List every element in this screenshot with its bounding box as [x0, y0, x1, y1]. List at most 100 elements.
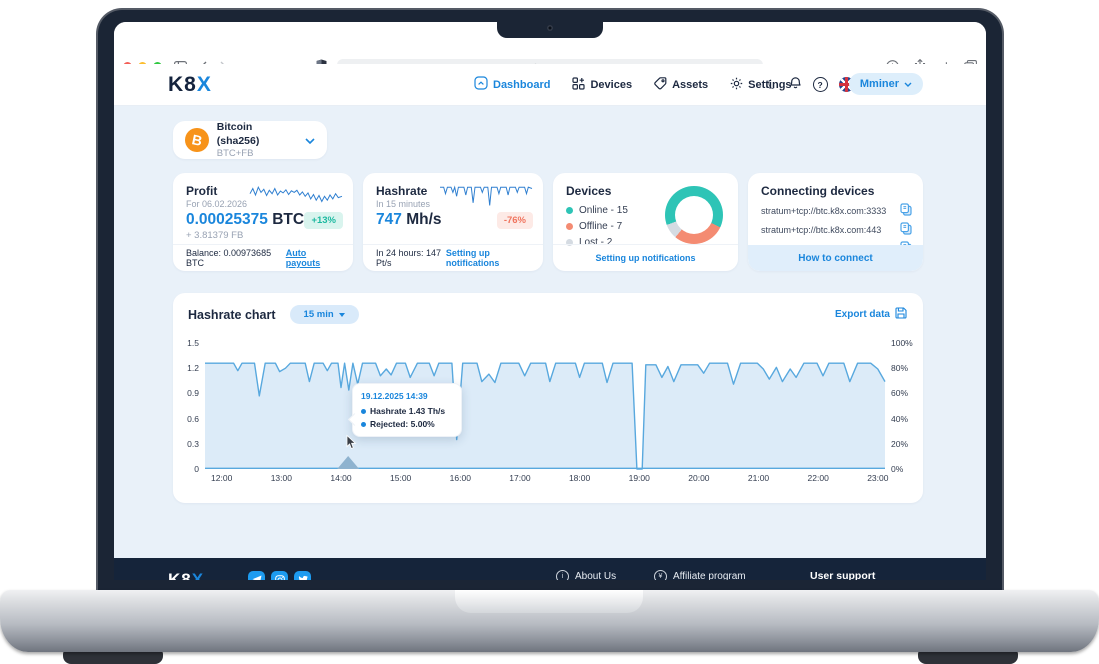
y-tick-label: 0.6: [187, 413, 199, 424]
instagram-icon[interactable]: [271, 571, 288, 580]
stratum-url-row: stratum+tcp://btc.k8x.com:443: [761, 222, 912, 237]
stratum-url-row: stratum+tcp://btc.k8x.com:3333: [761, 203, 912, 218]
coin-selector[interactable]: B Bitcoin (sha256) BTC+FB: [173, 121, 327, 159]
devices-card: Devices Online - 15 Offline - 7 Lost - 2…: [553, 173, 738, 271]
hashrate-subtitle: In 15 minutes: [376, 199, 431, 209]
y-axis-left: 1.5 1.2 0.9 0.6 0.3 0: [173, 338, 199, 474]
telegram-icon[interactable]: [248, 571, 265, 580]
x-tick-label: 12:00: [211, 473, 233, 483]
laptop-foot-right: [918, 650, 1018, 664]
legend-item-lost: Lost - 2: [566, 237, 628, 248]
time-range-dropdown[interactable]: 15 min: [289, 305, 359, 324]
user-menu[interactable]: Mminer: [848, 73, 923, 95]
stats-row: Profit For 06.02.2026 0.00025375 BTC +13…: [173, 173, 923, 271]
online-dot: [566, 207, 573, 214]
bitcoin-icon: B: [185, 128, 209, 152]
x-tick-label: 14:00: [330, 473, 352, 483]
x-tick-label: 15:00: [390, 473, 412, 483]
x-tick-label: 20:00: [688, 473, 710, 483]
dot-icon: [361, 421, 366, 427]
lid-groove: [455, 590, 643, 613]
how-to-connect-button[interactable]: How to connect: [748, 245, 923, 271]
nav-item-assets[interactable]: Assets: [654, 76, 708, 93]
hashrate-24h-label: In 24 hours: 147 Pt/s: [376, 248, 442, 268]
coin-sub: BTC+FB: [216, 147, 254, 159]
nav-item-dashboard[interactable]: Dashboard: [474, 76, 550, 93]
legend-item-online: Online - 15: [566, 205, 628, 216]
webcam-icon: [547, 25, 553, 31]
save-disk-icon: [895, 307, 907, 322]
about-us-link[interactable]: i About Us: [556, 570, 616, 580]
profit-subtitle: For 06.02.2026: [186, 199, 248, 209]
devices-icon: [572, 76, 586, 93]
profit-card: Profit For 06.02.2026 0.00025375 BTC +13…: [173, 173, 353, 271]
nav-item-devices[interactable]: Devices: [572, 76, 632, 93]
footer-logo[interactable]: K8X: [168, 570, 205, 580]
notifications-bell-icon[interactable]: [789, 75, 802, 94]
export-data-button[interactable]: Export data: [835, 307, 907, 322]
profit-change-badge: +13%: [304, 212, 343, 229]
balance-label: Balance: 0.00973685 BTC: [186, 248, 272, 268]
help-icon[interactable]: ?: [812, 77, 828, 92]
affiliate-program-link[interactable]: ¥ Affiliate program: [654, 570, 746, 580]
event-marker-triangle: [337, 456, 360, 469]
y-tick-label: 60%: [891, 388, 909, 399]
hashrate-chart-card: Hashrate chart 15 min Export data 1.5 1.2…: [173, 293, 923, 503]
chevron-down-icon: [904, 82, 912, 87]
legend-item-offline: Offline - 7: [566, 221, 628, 232]
nav-item-settings[interactable]: Settings: [730, 77, 792, 93]
x-tick-label: 22:00: [807, 473, 829, 483]
dashboard-page: B Bitcoin (sha256) BTC+FB Profit For 06.…: [114, 106, 986, 558]
tooltip-hashrate: Hashrate 1.43 Th/s: [361, 406, 453, 416]
profit-title: Profit: [186, 184, 218, 198]
coin-name: Bitcoin (sha256): [216, 121, 260, 147]
dashboard-icon: [474, 76, 488, 93]
area-chart-svg: [205, 362, 886, 470]
connecting-title: Connecting devices: [761, 184, 875, 198]
hashrate-change-badge: -76%: [496, 212, 533, 229]
x-axis: 12:00 13:00 14:00 15:00 16:00 17:00 18:00 19:00…: [205, 473, 889, 485]
chart-tooltip: 19.12.2025 14:39 Hashrate 1.43 Th/s Reje…: [352, 383, 462, 437]
x-tick-label: 23:00: [867, 473, 889, 483]
hashrate-card: Hashrate In 15 minutes 747 Mh/s -76% In …: [363, 173, 543, 271]
dot-icon: [361, 408, 366, 414]
twitter-icon[interactable]: [294, 571, 311, 580]
footer-links-col2: ¥Affiliate program =Terms of Use: [654, 558, 746, 580]
affiliate-icon: ¥: [654, 570, 667, 580]
x-tick-label: 13:00: [270, 473, 292, 483]
hashrate-area-chart[interactable]: 19.12.2025 14:39 Hashrate 1.43 Th/s Reje…: [205, 343, 886, 470]
y-tick-label: 0.9: [187, 388, 199, 399]
site-logo[interactable]: K8X: [168, 73, 212, 96]
y-tick-label: 100%: [891, 338, 913, 348]
theme-moon-icon[interactable]: ☾: [763, 74, 780, 94]
site-header: K8X Dashboard Devices Assets: [114, 64, 986, 106]
devices-donut-chart: [665, 186, 723, 244]
y-tick-label: 1.5: [187, 338, 199, 348]
laptop-screen: k4x.ru + K8X: [96, 8, 1004, 590]
y-tick-label: 1.2: [187, 363, 199, 374]
auto-payouts-link[interactable]: Auto payouts: [285, 248, 321, 268]
mouse-cursor-icon: [346, 434, 357, 455]
footer-support-col: User support teleg: @k8x_support: [810, 558, 902, 580]
connecting-devices-card: Connecting devices stratum+tcp://btc.k8x…: [748, 173, 923, 271]
y-tick-label: 40%: [891, 413, 909, 424]
assets-tag-icon: [654, 76, 667, 93]
y-tick-label: 0.3: [187, 438, 199, 449]
hashrate-sparkline: [440, 185, 533, 206]
profit-sparkline: [249, 185, 343, 203]
hashrate-notifications-link[interactable]: Setting up notifications: [445, 248, 500, 268]
camera-notch: [497, 20, 603, 38]
laptop-base: [0, 590, 1099, 652]
devices-notifications-link[interactable]: Setting up notifications: [595, 253, 696, 263]
social-links: [248, 571, 311, 580]
x-tick-label: 16:00: [449, 473, 471, 483]
offline-dot: [566, 223, 573, 230]
profit-subvalue: + 3.81379 FB: [186, 230, 244, 241]
copy-icon[interactable]: [900, 203, 912, 218]
main-nav: Dashboard Devices Assets Settings: [474, 64, 792, 105]
tooltip-rejected: Rejected: 5.00%: [361, 419, 453, 429]
copy-icon[interactable]: [900, 222, 912, 237]
